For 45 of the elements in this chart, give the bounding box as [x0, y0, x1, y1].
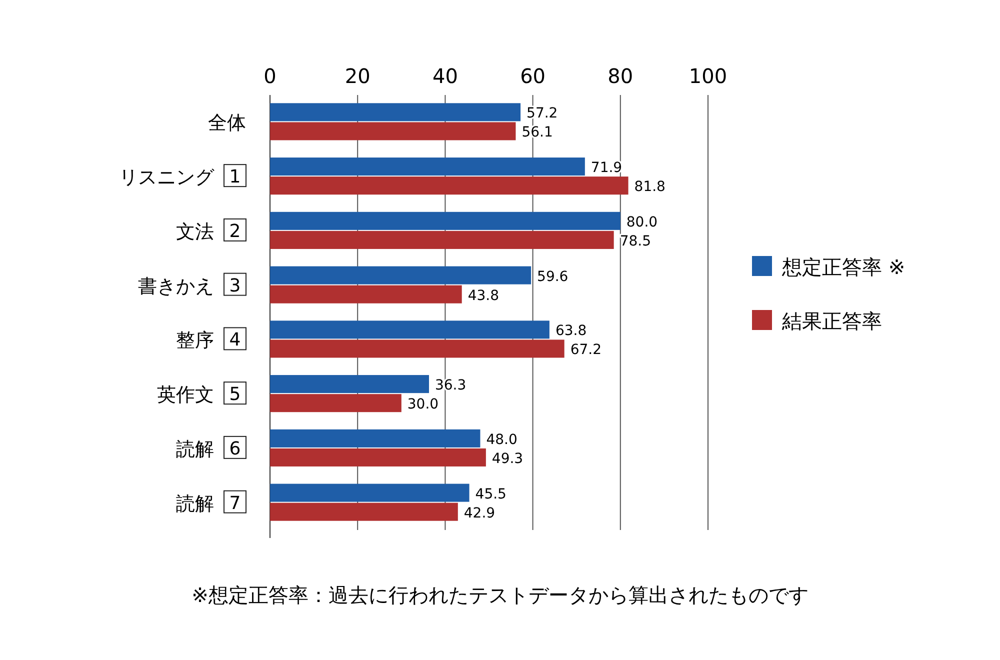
data-label: 49.3: [492, 450, 524, 467]
x-tick-label: 100: [688, 64, 728, 88]
x-tick-label: 0: [264, 64, 276, 88]
y-tick-label: 書きかえ 3: [138, 275, 241, 298]
data-label: 43.8: [468, 288, 500, 304]
data-label: 80.0: [626, 214, 658, 230]
data-label: 42.9: [464, 505, 496, 522]
data-label: 81.8: [634, 179, 666, 196]
bar: [270, 285, 462, 304]
bar: [270, 212, 620, 230]
bar: [270, 394, 402, 412]
y-tick-label: 全体: [208, 112, 246, 134]
data-label: 48.0: [486, 432, 518, 448]
bar: [270, 266, 532, 284]
bar: [270, 176, 628, 195]
y-tick-label: 文法 2: [176, 220, 241, 243]
bar: [270, 502, 458, 521]
bar: [270, 340, 564, 358]
y-tick-label: 読解 7: [176, 492, 241, 515]
data-label: 45.5: [475, 486, 506, 502]
bar: [270, 484, 470, 502]
y-tick-label: 英作文 5: [157, 384, 241, 406]
data-label: 59.6: [537, 268, 568, 285]
bar: [270, 375, 429, 394]
bar: [270, 230, 614, 249]
x-tick-label: 20: [344, 64, 370, 88]
y-tick-label: 整序 4: [176, 330, 241, 352]
legend-label: 想定正答率 ※: [781, 255, 906, 279]
data-label: 63.8: [555, 323, 587, 340]
data-label: 67.2: [570, 342, 602, 358]
y-tick-label: リスニング 1: [119, 166, 241, 189]
text: ※想定正答率：過去に行われたテストデータから算出されたものです: [192, 583, 808, 607]
bar: [270, 158, 585, 176]
y-tick-label: 読解 6: [176, 438, 241, 460]
data-label: 30.0: [407, 396, 439, 413]
bar: [270, 320, 550, 339]
data-label: 78.5: [620, 233, 651, 250]
bar: [270, 122, 516, 140]
x-tick-label: 80: [608, 64, 634, 88]
bar: [270, 103, 521, 122]
bar: [270, 429, 480, 448]
legend-label: 結果正答率: [781, 309, 882, 333]
x-tick-label: 60: [520, 64, 546, 88]
x-tick-label: 40: [432, 64, 458, 88]
bar: [270, 448, 486, 466]
